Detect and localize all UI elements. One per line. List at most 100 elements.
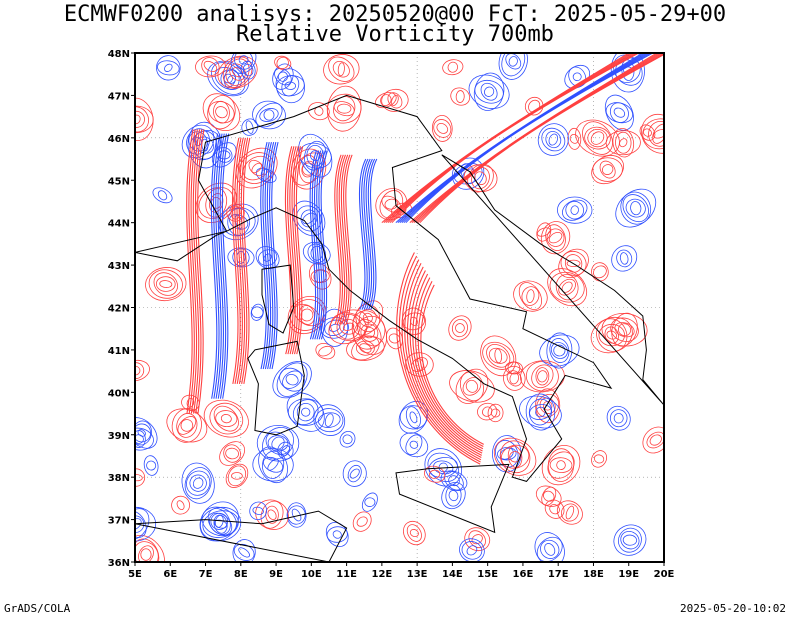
contour-line [337, 103, 352, 114]
lat-tick-label: 37N [108, 516, 130, 527]
chart-subtitle: Relative Vorticity 700mb [236, 22, 554, 47]
contour-line [590, 131, 605, 145]
contour-line [256, 424, 300, 462]
contour-line [208, 512, 233, 536]
vorticity-band [190, 129, 198, 414]
contour-line [473, 72, 505, 111]
lon-tick-label: 7E [199, 569, 213, 580]
vorticity-band [269, 141, 277, 370]
lon-tick-label: 18E [583, 569, 604, 580]
vorticity-band [311, 150, 320, 340]
chart-title: ECMWF0200 analisys: 20250520@00 FcT: 202… [63, 2, 727, 27]
contour-line [298, 133, 333, 178]
vorticity-band [338, 154, 347, 325]
vorticity-band [242, 137, 251, 384]
contour-line [572, 72, 582, 82]
contour-line [315, 342, 336, 360]
contour-line [186, 470, 211, 496]
lon-tick-label: 5E [128, 569, 142, 580]
contour-line [482, 406, 493, 417]
sicily-coastline [395, 463, 510, 534]
contour-line [605, 102, 634, 124]
contour-line [619, 138, 628, 148]
contour-line [342, 434, 353, 445]
contour-line [653, 129, 664, 139]
contour-line [570, 205, 579, 215]
contour-line [135, 97, 154, 142]
contour-line [176, 413, 198, 438]
contour-line [318, 345, 333, 357]
lat-tick-label: 44N [108, 219, 130, 230]
contour-line [258, 446, 288, 484]
contour-line [275, 75, 305, 97]
contour-line [536, 227, 551, 237]
contour-line [622, 194, 649, 223]
contour-line [180, 419, 194, 432]
vorticity-band [236, 137, 244, 384]
contour-line [223, 444, 241, 463]
contour-line [616, 249, 633, 268]
contour-line [545, 224, 566, 252]
contour-line [140, 548, 152, 561]
contour-line [619, 252, 629, 265]
contour-line [255, 102, 283, 128]
contour-line [375, 188, 408, 221]
contour-line [355, 303, 381, 333]
vorticity-band [359, 158, 367, 310]
contour-line [599, 160, 616, 179]
contour-line [223, 69, 240, 90]
contour-line [488, 347, 508, 364]
lon-tick-label: 16E [513, 569, 534, 580]
contour-line [537, 370, 548, 383]
contour-line [152, 187, 173, 204]
contour-line [148, 269, 183, 299]
contour-line [176, 500, 185, 510]
contour-line [590, 316, 633, 354]
contour-line [217, 150, 231, 160]
vorticity-band [210, 133, 219, 399]
lat-tick-label: 42N [108, 304, 130, 315]
contour-line [467, 163, 494, 193]
contour-line [135, 538, 160, 562]
contour-line [301, 407, 311, 417]
contour-line [562, 199, 588, 221]
contour-line [135, 427, 154, 451]
contour-line [497, 447, 517, 461]
contour-line [604, 326, 619, 344]
contour-line [135, 110, 145, 128]
lon-tick-label: 15E [477, 569, 498, 580]
contour-line [486, 344, 511, 368]
vorticity-band [414, 277, 484, 450]
lon-tick-label: 8E [234, 569, 248, 580]
vorticity-band [293, 146, 302, 355]
contour-line [227, 465, 247, 487]
contour-line [262, 426, 294, 460]
vorticity-band [318, 150, 326, 340]
contour-line [487, 403, 504, 423]
contour-line [222, 56, 253, 88]
lon-tick-label: 17E [548, 569, 569, 580]
contour-line [231, 472, 243, 480]
contour-line [135, 434, 144, 444]
contour-line [465, 379, 479, 393]
vorticity-band [391, 53, 639, 224]
contour-line [540, 221, 571, 255]
contour-line [143, 455, 159, 476]
vorticity-band [334, 154, 342, 325]
contour-line [301, 160, 316, 178]
italy-coastline [197, 94, 613, 482]
contour-line [355, 340, 375, 356]
contour-line [541, 127, 566, 152]
contour-line [494, 348, 503, 364]
contour-line [480, 82, 498, 101]
contour-line [549, 271, 585, 303]
contour-line [380, 94, 392, 107]
contour-line [615, 131, 632, 154]
contour-line [261, 450, 285, 479]
contour-line [208, 101, 235, 124]
contour-line [328, 309, 369, 345]
contour-line [441, 481, 466, 510]
contour-line [513, 280, 548, 312]
vorticity-band [404, 262, 482, 459]
